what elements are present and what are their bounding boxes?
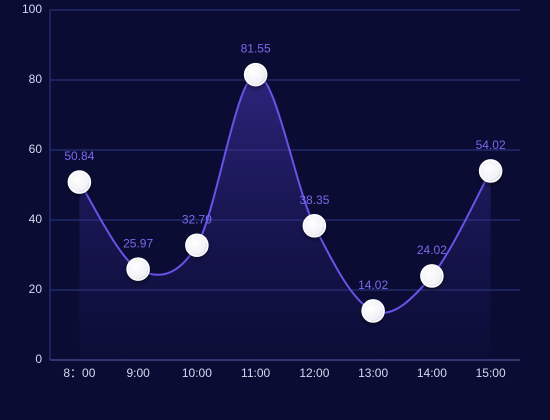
value-label: 32.79 [182, 212, 212, 226]
point-marker [302, 214, 327, 238]
value-label: 54.02 [476, 138, 506, 152]
value-label: 50.84 [64, 149, 94, 163]
value-label: 25.97 [123, 236, 153, 250]
x-tick-label: 11:00 [241, 366, 270, 380]
point-marker [126, 257, 150, 281]
y-tick-label: 40 [29, 212, 43, 226]
x-tick-label: 13:00 [358, 366, 388, 380]
y-tick-label: 80 [29, 72, 43, 86]
point-marker [185, 233, 209, 257]
x-tick-label: 10:00 [182, 366, 212, 380]
point-marker [478, 159, 503, 183]
value-label: 14.02 [358, 278, 388, 292]
y-tick-label: 20 [29, 282, 43, 296]
x-tick-label: 9:00 [126, 366, 150, 380]
x-tick-label: 14:00 [417, 366, 447, 380]
point-marker [361, 299, 385, 323]
y-tick-label: 60 [29, 142, 43, 156]
point-marker [67, 170, 92, 194]
x-tick-label: 12:00 [299, 366, 329, 380]
point-marker [420, 264, 444, 288]
value-label: 24.02 [417, 243, 447, 257]
y-tick-label: 100 [22, 2, 42, 16]
x-tick-label: 15:00 [476, 366, 506, 380]
x-tick-label: 8：00 [63, 366, 95, 380]
value-label: 38.35 [299, 193, 329, 207]
area [79, 74, 491, 360]
y-tick-label: 0 [35, 352, 42, 366]
point-marker [243, 62, 268, 87]
value-label: 81.55 [241, 42, 271, 56]
